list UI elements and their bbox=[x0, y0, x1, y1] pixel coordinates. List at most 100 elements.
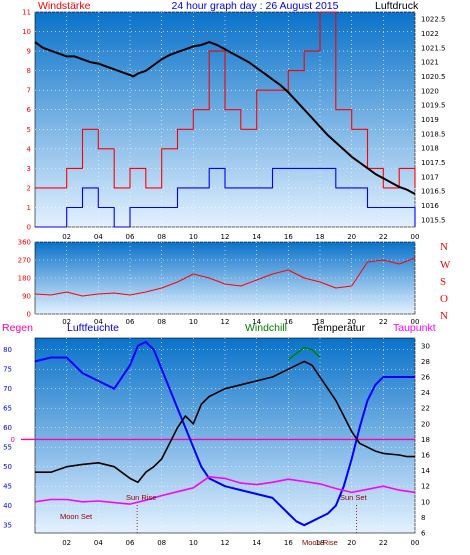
series-windchill bbox=[287, 346, 321, 361]
pressure-tick: 1022.5 bbox=[421, 16, 446, 24]
panel3-x-tick: 20 bbox=[347, 539, 356, 547]
humidity-tick: 60 bbox=[3, 424, 12, 432]
panel2-x-tick: 06 bbox=[126, 318, 135, 326]
wind-tick: 10 bbox=[22, 28, 31, 36]
legend-regen: Regen bbox=[2, 322, 33, 334]
data-marks bbox=[21, 11, 416, 533]
temperature-tick: 14 bbox=[421, 467, 430, 475]
temperature-tick: 12 bbox=[421, 483, 430, 491]
series-wind-direction bbox=[34, 257, 416, 297]
pressure-tick: 1018.5 bbox=[421, 130, 446, 138]
panel3-x-tick: 16 bbox=[284, 539, 293, 547]
temperature-tick: 24 bbox=[421, 389, 430, 397]
series-temperature bbox=[35, 360, 415, 484]
temperature-tick: 6 bbox=[421, 530, 426, 538]
panel1-x-tick: 22 bbox=[379, 233, 388, 241]
direction-tick: 360 bbox=[18, 239, 31, 247]
temperature-tick: 20 bbox=[421, 420, 430, 428]
humidity-tick: 70 bbox=[3, 385, 12, 393]
compass-label-w: W bbox=[440, 259, 451, 271]
temperature-tick: 8 bbox=[421, 514, 425, 522]
panel2-x-tick: 18 bbox=[316, 318, 325, 326]
pressure-tick: 1021 bbox=[421, 59, 439, 67]
wind-tick: 3 bbox=[27, 165, 31, 173]
humidity-tick: 55 bbox=[3, 444, 12, 452]
temperature-tick: 30 bbox=[421, 342, 430, 350]
humidity-tick: 40 bbox=[3, 502, 12, 510]
wind-tick: 9 bbox=[27, 48, 31, 56]
pressure-tick: 1016 bbox=[421, 202, 439, 210]
panel2-x-tick: 12 bbox=[221, 318, 230, 326]
panel1-x-tick: 14 bbox=[252, 233, 261, 241]
humidity-tick: 45 bbox=[3, 483, 12, 491]
pressure-tick: 1017.5 bbox=[421, 159, 446, 167]
panel3-x-tick: 18 bbox=[316, 539, 325, 547]
panel2-x-tick: 04 bbox=[94, 318, 103, 326]
panel2-x-tick: 00 bbox=[411, 318, 420, 326]
wind-tick: 11 bbox=[22, 9, 31, 17]
wind-tick: 1 bbox=[27, 204, 31, 212]
panel2-x-tick: 20 bbox=[347, 318, 356, 326]
panel1-x-tick: 06 bbox=[126, 233, 135, 241]
direction-tick: 180 bbox=[18, 275, 31, 283]
humidity-tick: 75 bbox=[3, 366, 12, 374]
series-pressure bbox=[34, 41, 416, 195]
wind-tick: 2 bbox=[27, 184, 31, 192]
compass-label-n-bottom: N bbox=[440, 310, 448, 322]
temperature-tick: 28 bbox=[421, 358, 430, 366]
panel2-x-tick: 22 bbox=[379, 318, 388, 326]
legend-windchill: Windchill bbox=[245, 322, 287, 334]
panel1-x-tick: 08 bbox=[157, 233, 166, 241]
series-dewpoint bbox=[34, 475, 416, 505]
pressure-tick: 1019.5 bbox=[421, 102, 446, 110]
pressure-tick: 1022 bbox=[421, 30, 439, 38]
pressure-tick: 1015.5 bbox=[421, 216, 446, 224]
panel3-x-tick: 04 bbox=[94, 539, 103, 547]
panel1-x-tick: 16 bbox=[284, 233, 293, 241]
pressure-tick: 1018 bbox=[421, 145, 439, 153]
series-humidity bbox=[34, 340, 415, 527]
series-wind-average bbox=[35, 167, 416, 228]
compass-label-n-top: N bbox=[440, 241, 448, 253]
temperature-tick: 22 bbox=[421, 405, 430, 413]
pressure-tick: 1016.5 bbox=[421, 188, 446, 196]
panel1-x-tick: 00 bbox=[411, 233, 420, 241]
panel1-x-tick: 12 bbox=[221, 233, 230, 241]
pressure-axis-label: Luftdruck bbox=[375, 0, 419, 12]
temperature-tick: 10 bbox=[421, 498, 430, 506]
chart-title: 24 hour graph day : 26 August 2015 bbox=[172, 0, 339, 12]
wind-tick: 7 bbox=[27, 87, 31, 95]
panel3-x-tick: 12 bbox=[221, 539, 230, 547]
wind-tick: 4 bbox=[27, 145, 32, 153]
rain-tick: 0 bbox=[11, 436, 15, 444]
wind-axis-label: Windstärke bbox=[38, 0, 91, 12]
panel2-x-tick: 08 bbox=[157, 318, 166, 326]
panel3-x-tick: 06 bbox=[126, 539, 135, 547]
pressure-tick: 1017 bbox=[421, 173, 439, 181]
legend-luftfeuchte: Luftfeuchte bbox=[67, 322, 119, 334]
panel2-x-tick: 02 bbox=[62, 318, 71, 326]
annotation-moon-set: Moon Set bbox=[60, 512, 93, 521]
pressure-tick: 1019 bbox=[421, 116, 439, 124]
legend-taupunkt: Taupunkt bbox=[393, 322, 436, 334]
wind-tick: 6 bbox=[27, 106, 32, 114]
panel3-x-tick: 00 bbox=[411, 539, 420, 547]
humidity-tick: 80 bbox=[3, 346, 12, 354]
panel1-x-tick: 02 bbox=[62, 233, 71, 241]
annotation-sun-rise: Sun Rise bbox=[126, 493, 156, 502]
panel3-x-tick: 14 bbox=[252, 539, 261, 547]
annotation-moon-rise: Moon Rise bbox=[302, 538, 338, 547]
temperature-tick: 26 bbox=[421, 374, 430, 382]
compass-label-s: S bbox=[440, 276, 446, 288]
wind-tick: 0 bbox=[27, 224, 31, 232]
panel1-x-tick: 20 bbox=[347, 233, 356, 241]
panel3-x-tick: 08 bbox=[157, 539, 166, 547]
panel2-x-tick: 14 bbox=[252, 318, 261, 326]
panel1-x-tick: 18 bbox=[316, 233, 325, 241]
humidity-tick: 50 bbox=[3, 463, 12, 471]
compass-label-o: O bbox=[440, 293, 448, 305]
panel3-x-tick: 22 bbox=[379, 539, 388, 547]
annotation-sun-set: Sun Set bbox=[340, 493, 368, 502]
panel1-x-tick: 04 bbox=[94, 233, 103, 241]
